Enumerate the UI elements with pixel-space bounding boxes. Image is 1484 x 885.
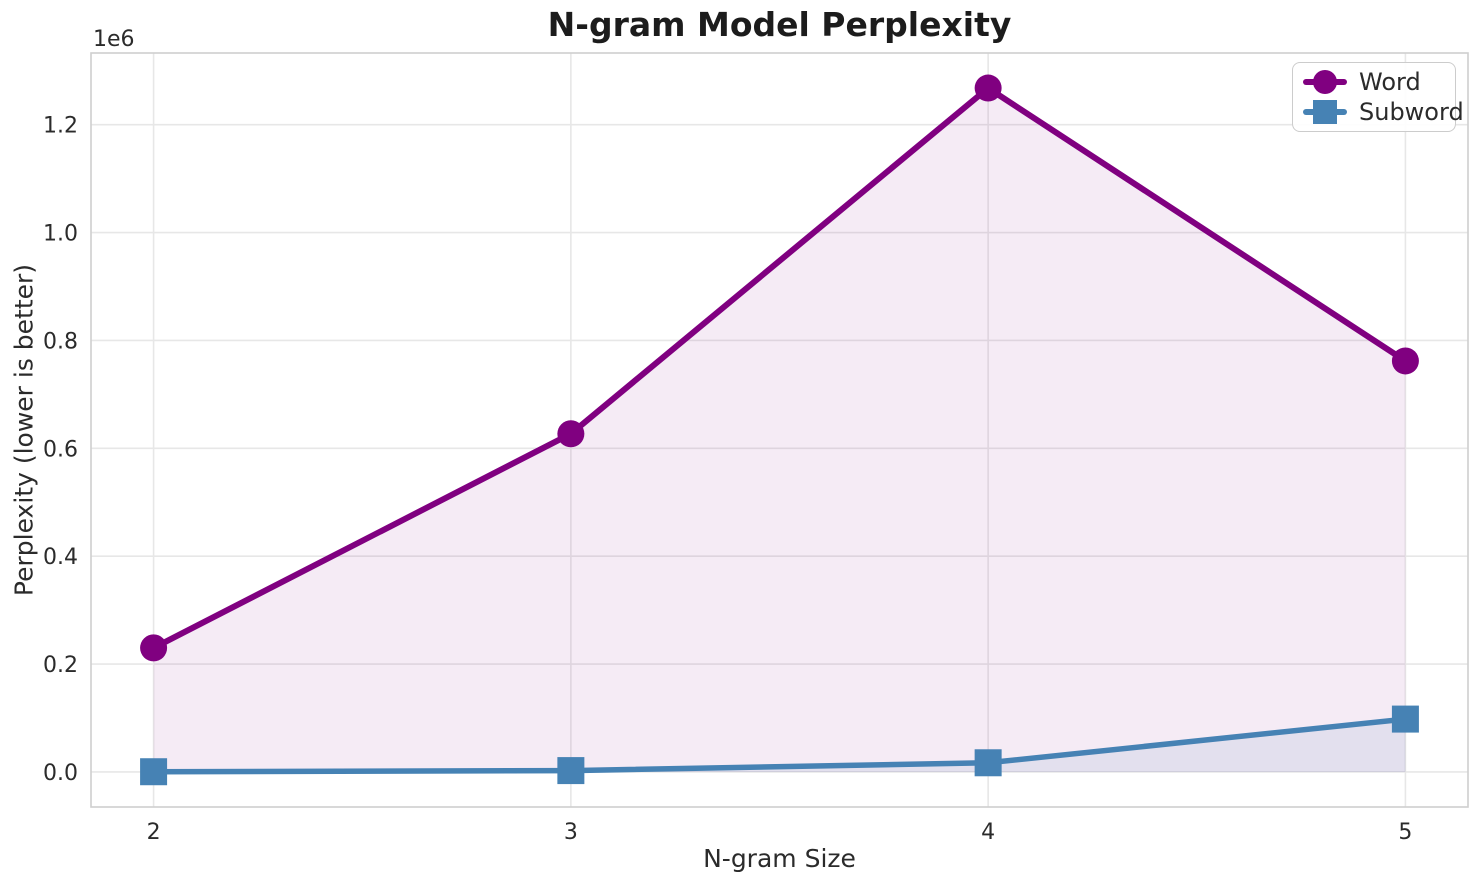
word-legend-marker-icon [1303,68,1347,96]
word-line [152,85,1408,651]
subword-marker [140,758,168,786]
x-tick-label: 4 [981,820,995,845]
legend-item-word: Word [1303,67,1445,97]
y-tick-label: 0.4 [43,545,78,570]
x-tick-label: 3 [564,820,578,845]
legend: Word Subword [1292,62,1464,132]
y-tick-label: 0.6 [43,437,78,462]
chart-title: N-gram Model Perplexity [547,5,1012,44]
y-tick-label: 1.0 [43,222,78,247]
subword-marker [974,749,1002,777]
plot-border [90,52,1469,808]
legend-item-subword: Subword [1303,97,1464,127]
word-fill-area [153,88,1406,772]
word-marker [974,74,1002,102]
subword-line [153,716,1406,775]
y-axis-offset-label: 1e6 [93,27,135,52]
subword-legend-square-icon [1313,100,1337,124]
subword-legend-marker-icon [1303,98,1347,126]
word-marker [140,634,168,662]
x-tick-label: 2 [147,820,161,845]
subword-marker [1391,705,1419,733]
legend-label-word: Word [1359,68,1421,96]
y-tick-label: 0.0 [43,761,78,786]
word-marker [557,420,585,448]
subword-fill-area [153,719,1406,772]
y-tick-label: 0.8 [43,329,78,354]
legend-label-subword: Subword [1359,98,1464,126]
subword-marker [557,757,585,785]
y-tick-label: 0.2 [43,653,78,678]
y-tick-label: 1.2 [43,114,78,139]
word-legend-circle-icon [1313,70,1337,94]
x-tick-label: 5 [1398,820,1412,845]
x-axis-label: N-gram Size [703,844,856,873]
word-marker [1391,347,1419,375]
